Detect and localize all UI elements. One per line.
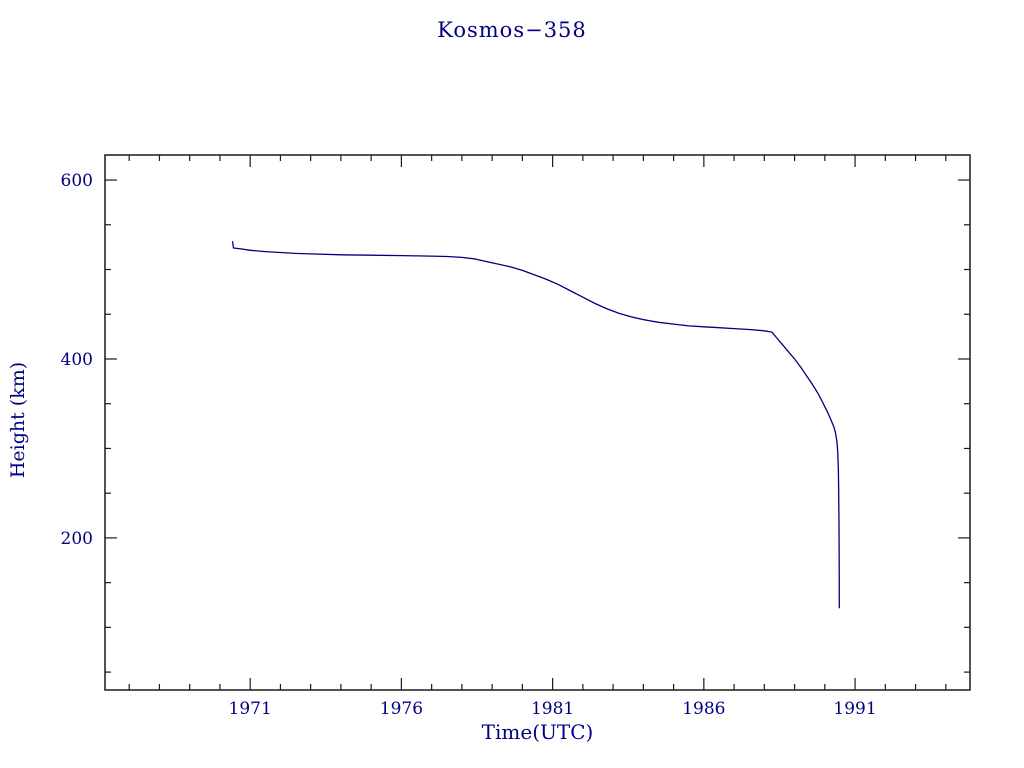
y-axis-label: Height (km) <box>7 361 29 479</box>
y-tick-label: 400 <box>61 350 93 370</box>
x-tick-label: 1986 <box>682 699 725 719</box>
chart-title: Kosmos−358 <box>437 18 587 42</box>
x-tick-label: 1981 <box>531 699 574 719</box>
x-tick-label: 1971 <box>229 699 272 719</box>
plot-frame <box>104 154 971 691</box>
y-tick-label: 600 <box>61 171 93 191</box>
x-tick-label: 1976 <box>380 699 423 719</box>
y-tick-label: 200 <box>61 529 93 549</box>
decay-curve <box>231 241 840 609</box>
x-tick-label: 1991 <box>833 699 876 719</box>
x-axis-label: Time(UTC) <box>481 720 594 744</box>
